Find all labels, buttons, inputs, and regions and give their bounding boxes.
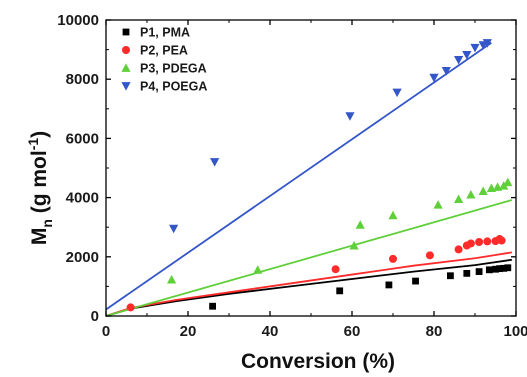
series-3-data-point [454, 194, 464, 203]
legend-label-2: P2, PEA [140, 44, 188, 58]
series-3-data-point [433, 200, 443, 209]
series-3-data-point [503, 177, 513, 187]
series-3-data-point [355, 220, 365, 229]
y-axis-title-close: ) [28, 131, 51, 138]
y-tick-label: 0 [91, 308, 99, 325]
y-axis-title-superscript: -1 [25, 138, 41, 151]
series-2-data-point [389, 254, 397, 263]
series-1-data-point [336, 287, 344, 295]
series-3-data-point [253, 265, 263, 274]
legend-label-1: P1, PMA [140, 26, 190, 40]
series-2-data-point [497, 236, 506, 245]
x-tick-label: 80 [426, 323, 443, 340]
y-tick-label: 2000 [66, 249, 99, 266]
series-1-data-point [500, 264, 508, 272]
series-1-data-point [447, 272, 454, 280]
series-2-data-point [475, 238, 484, 246]
series-4-data-point [482, 39, 492, 48]
legend-marker-1 [122, 28, 130, 36]
series-3-fit-line [105, 199, 513, 317]
y-tick-label: 4000 [66, 190, 99, 207]
series-4-fit-line [105, 42, 492, 311]
legend-label-3: P3, PDEGA [140, 62, 207, 76]
y-tick-label: 8000 [66, 71, 99, 88]
series-4-data-point [454, 56, 464, 65]
series-2-data-point [126, 303, 135, 312]
axes [105, 19, 517, 317]
series-4-data-point [392, 88, 402, 98]
y-axis-title-rest: (g mol [28, 150, 51, 219]
legend-marker-3 [121, 63, 131, 72]
series-4-data-point [429, 73, 439, 83]
series-1-data-point [209, 302, 216, 310]
series-2-data-point [425, 251, 434, 260]
series-3-data-point [478, 186, 488, 195]
y-tick-label: 6000 [66, 130, 99, 147]
y-axis-title-main: M [28, 228, 51, 246]
series-3-data-point [466, 190, 476, 199]
series-1-data-point [504, 264, 512, 272]
series-2-data-point [466, 239, 475, 248]
series-3-data-point [388, 210, 398, 220]
x-tick-label: 100 [503, 323, 527, 340]
y-axis-title-subscript: n [39, 219, 55, 228]
y-axis-title: Mn (g mol-1) [25, 131, 55, 245]
series-4-data-point [169, 224, 179, 234]
series-3-data-point [167, 274, 177, 284]
series-4-data-point [345, 112, 355, 121]
legend-marker-2 [122, 46, 130, 54]
tick-labels: 0 20 40 60 80 100 0 2000 4000 6000 8000 10000 [57, 12, 527, 340]
legend-label-4: P4, POEGA [140, 80, 207, 94]
x-tick-label: 40 [262, 323, 279, 340]
series-4-data-point [470, 43, 480, 53]
legend-marker-4 [121, 82, 131, 91]
series-1-data-point [463, 269, 471, 277]
series-1-data-point [385, 281, 393, 289]
x-tick-label: 0 [102, 323, 110, 340]
y-tick-label: 10000 [57, 12, 99, 29]
x-axis-title: Conversion (%) [241, 350, 395, 373]
series-3-data-point [349, 240, 359, 250]
series-1-data-point [492, 265, 499, 273]
series-2-data-point [331, 265, 340, 274]
series-1-data-point [496, 265, 503, 273]
x-tick-label: 20 [180, 323, 197, 340]
series-1-data-point [485, 266, 493, 274]
fit-lines [105, 42, 513, 317]
series-2-data-point [454, 245, 463, 254]
series-4-data-point [462, 51, 472, 60]
data-points [126, 39, 513, 312]
x-tick-label: 60 [344, 323, 361, 340]
series-2-data-point [483, 237, 492, 246]
series-1-data-point [475, 268, 483, 275]
legend: P1, PMA P2, PEA P3, PDEGA P4, POEGA [121, 26, 207, 94]
series-1-data-point [412, 277, 419, 285]
series-4-data-point [210, 158, 220, 167]
series-4-data-point [441, 67, 451, 76]
